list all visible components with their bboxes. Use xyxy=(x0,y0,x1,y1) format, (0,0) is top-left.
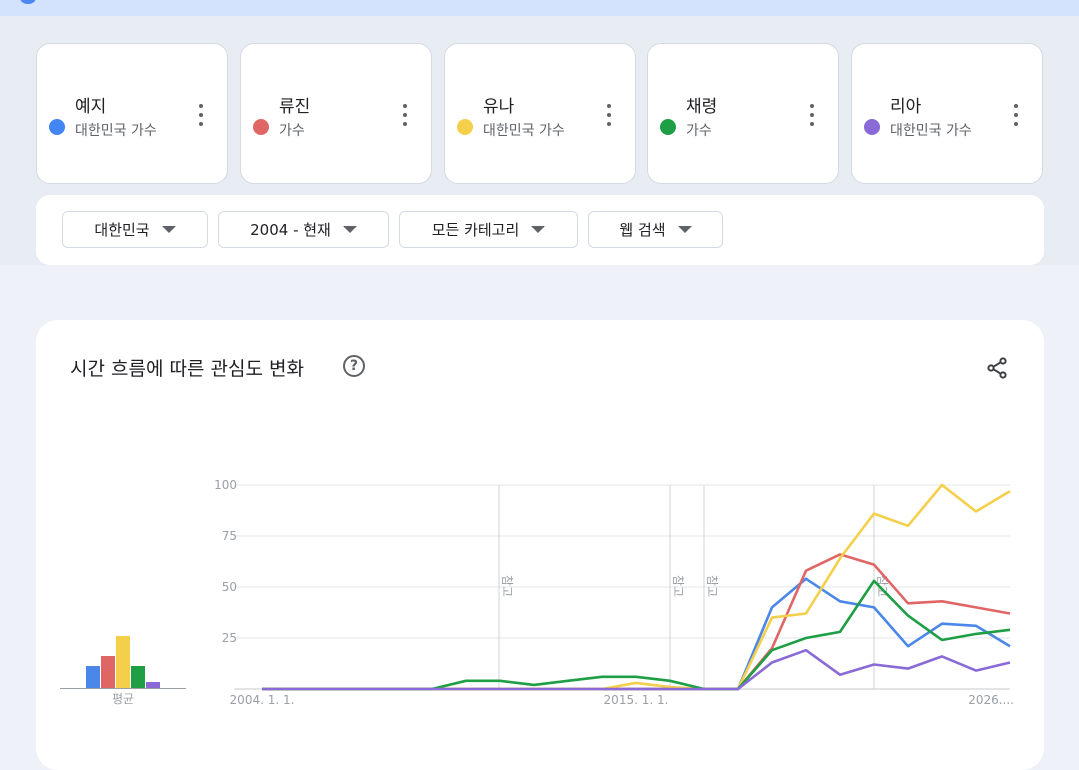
more-options-icon[interactable] xyxy=(401,104,409,126)
category-dropdown[interactable]: 모든 카테고리 xyxy=(399,211,578,248)
region-label: 대한민국 xyxy=(94,219,149,240)
average-bar xyxy=(131,666,145,688)
time-range-dropdown[interactable]: 2004 - 현재 xyxy=(218,211,389,248)
term-subtitle: 대한민국 가수 xyxy=(75,120,157,140)
region-dropdown[interactable]: 대한민국 xyxy=(62,211,208,248)
average-bar xyxy=(146,682,160,688)
avatar[interactable] xyxy=(20,0,36,4)
series-line-1 xyxy=(262,579,1010,689)
annotation-label: 참고 xyxy=(671,575,685,597)
x-tick-label: 2015. 1. 1. xyxy=(604,693,669,707)
x-tick-label: 2004. 1. 1. xyxy=(230,693,295,707)
more-options-icon[interactable] xyxy=(605,104,613,126)
average-bar xyxy=(86,666,100,688)
search-type-dropdown[interactable]: 웹 검색 xyxy=(588,211,723,248)
y-tick-label: 100 xyxy=(214,478,237,492)
y-tick-label: 50 xyxy=(222,580,237,594)
annotation-label: 참고 xyxy=(500,575,514,597)
term-name: 리아 xyxy=(890,92,921,117)
term-name: 유나 xyxy=(483,92,514,117)
term-color-dot xyxy=(253,119,269,135)
annotation-label: 참고 xyxy=(705,575,719,597)
chevron-down-icon xyxy=(678,226,692,233)
term-card-4[interactable]: 채령 가수 xyxy=(647,43,839,184)
series-line-2 xyxy=(262,554,1010,689)
chevron-down-icon xyxy=(531,226,545,233)
term-subtitle: 대한민국 가수 xyxy=(483,120,565,140)
more-options-icon[interactable] xyxy=(1012,104,1020,126)
term-subtitle: 대한민국 가수 xyxy=(890,120,972,140)
x-tick-label: 2026.... xyxy=(968,693,1014,707)
term-color-dot xyxy=(49,119,65,135)
chevron-down-icon xyxy=(162,226,176,233)
term-card-2[interactable]: 류진 가수 xyxy=(240,43,432,184)
top-bar xyxy=(0,0,1079,16)
average-bar xyxy=(101,656,115,688)
chevron-down-icon xyxy=(343,226,357,233)
time-range-label: 2004 - 현재 xyxy=(250,219,331,240)
term-name: 예지 xyxy=(75,92,106,117)
search-type-label: 웹 검색 xyxy=(619,219,665,240)
term-color-dot xyxy=(457,119,473,135)
term-card-3[interactable]: 유나 대한민국 가수 xyxy=(444,43,636,184)
y-tick-label: 25 xyxy=(222,631,237,645)
y-tick-label: 75 xyxy=(222,529,237,543)
term-color-dot xyxy=(864,119,880,135)
term-subtitle: 가수 xyxy=(279,120,305,140)
category-label: 모든 카테고리 xyxy=(432,219,520,240)
term-name: 류진 xyxy=(279,92,310,117)
term-card-1[interactable]: 예지 대한민국 가수 xyxy=(36,43,228,184)
average-label: 평균 xyxy=(112,692,134,706)
more-options-icon[interactable] xyxy=(808,104,816,126)
term-card-5[interactable]: 리아 대한민국 가수 xyxy=(851,43,1043,184)
filter-bar: 대한민국 2004 - 현재 모든 카테고리 웹 검색 xyxy=(36,195,1044,265)
term-color-dot xyxy=(660,119,676,135)
more-options-icon[interactable] xyxy=(197,104,205,126)
term-subtitle: 가수 xyxy=(686,120,712,140)
average-bar xyxy=(116,636,130,688)
term-name: 채령 xyxy=(686,92,717,117)
